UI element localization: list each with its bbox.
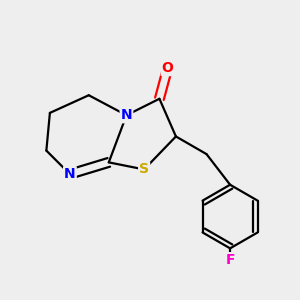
Text: N: N <box>121 108 132 122</box>
Text: S: S <box>139 162 149 176</box>
Text: O: O <box>162 61 174 75</box>
Text: F: F <box>225 253 235 267</box>
Text: N: N <box>64 167 76 181</box>
